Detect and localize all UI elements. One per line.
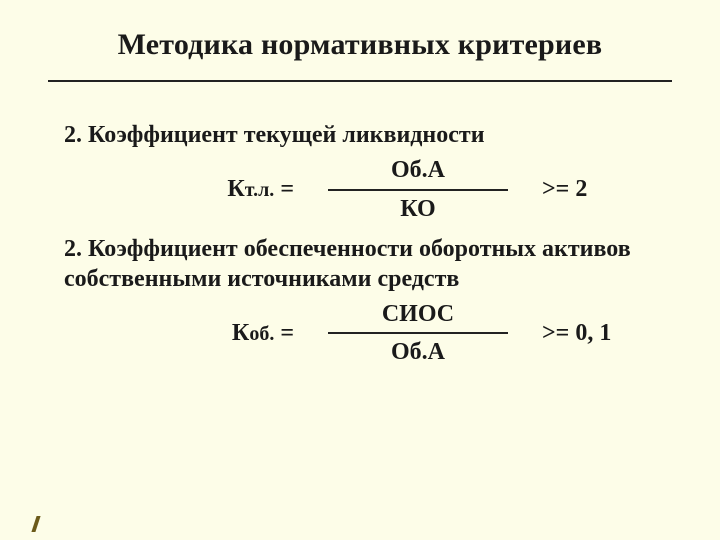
slide-title: Методика нормативных критериев [48, 28, 672, 62]
corner-accent-icon [34, 514, 46, 532]
section1-formula: Кт.л. = Об.А КО >= 2 [124, 156, 656, 224]
section2-lhs-eq: = [274, 320, 294, 346]
section2-lhs: Коб. = [124, 320, 294, 347]
section1-fraction: Об.А КО [318, 156, 518, 224]
section2-fraction-bar [328, 332, 508, 334]
section1-fraction-bar [328, 189, 508, 191]
section2-heading: 2. Коэффициент обеспеченности оборотных … [64, 234, 656, 294]
slide: Методика нормативных критериев 2. Коэффи… [0, 0, 720, 540]
section1-denominator: КО [400, 195, 435, 224]
section1-heading: 2. Коэффициент текущей ликвидности [64, 120, 656, 150]
section1-lhs-sub: т.л. [245, 179, 275, 201]
section1-lhs-main: К [227, 176, 244, 202]
section2-numerator: СИОС [382, 300, 454, 329]
section1-lhs-eq: = [274, 176, 294, 202]
title-underline [48, 80, 672, 82]
section1-rhs: >= 2 [542, 176, 672, 203]
section2-formula: Коб. = СИОС Об.А >= 0, 1 [124, 300, 656, 368]
section1-numerator: Об.А [391, 156, 445, 185]
section2-lhs-sub: об. [249, 323, 274, 345]
section1-lhs: Кт.л. = [124, 176, 294, 203]
section2-fraction: СИОС Об.А [318, 300, 518, 368]
section2-rhs: >= 0, 1 [542, 320, 672, 347]
section2-lhs-main: К [232, 320, 249, 346]
section2-denominator: Об.А [391, 338, 445, 367]
slide-body: 2. Коэффициент текущей ликвидности Кт.л.… [48, 120, 672, 367]
